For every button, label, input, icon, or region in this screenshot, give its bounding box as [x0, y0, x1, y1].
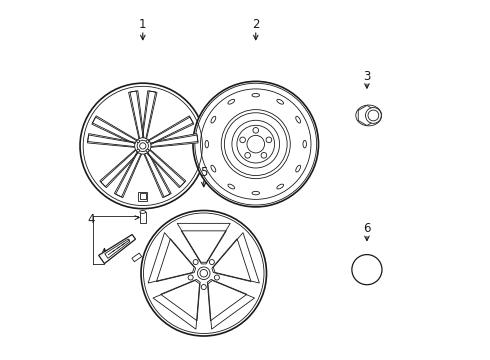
- Polygon shape: [128, 91, 144, 139]
- Polygon shape: [150, 134, 198, 147]
- Circle shape: [135, 138, 151, 154]
- Polygon shape: [98, 234, 136, 264]
- Circle shape: [215, 275, 220, 280]
- Circle shape: [247, 135, 265, 153]
- Ellipse shape: [277, 99, 284, 104]
- Polygon shape: [132, 253, 142, 262]
- Ellipse shape: [296, 165, 300, 172]
- Polygon shape: [114, 152, 142, 198]
- Polygon shape: [100, 149, 139, 188]
- Circle shape: [266, 137, 272, 143]
- Polygon shape: [177, 223, 230, 262]
- Polygon shape: [148, 116, 194, 145]
- Ellipse shape: [211, 116, 216, 123]
- Circle shape: [261, 153, 267, 158]
- Text: 1: 1: [139, 18, 147, 31]
- Ellipse shape: [252, 94, 260, 97]
- Circle shape: [188, 275, 193, 280]
- Text: 4: 4: [88, 213, 95, 226]
- Polygon shape: [142, 91, 157, 139]
- Circle shape: [140, 143, 146, 149]
- Text: 5: 5: [200, 166, 207, 179]
- Circle shape: [141, 211, 267, 336]
- Text: 6: 6: [363, 222, 370, 235]
- Bar: [140, 212, 146, 224]
- Ellipse shape: [228, 99, 235, 104]
- Ellipse shape: [303, 140, 306, 148]
- Circle shape: [193, 260, 198, 265]
- Circle shape: [137, 140, 148, 152]
- Circle shape: [193, 81, 318, 207]
- Circle shape: [245, 153, 250, 158]
- Polygon shape: [213, 233, 259, 283]
- Polygon shape: [358, 105, 376, 126]
- Text: 3: 3: [363, 69, 370, 82]
- Circle shape: [137, 140, 140, 143]
- Bar: [140, 193, 146, 199]
- Circle shape: [352, 255, 382, 285]
- Polygon shape: [144, 152, 171, 198]
- Circle shape: [253, 127, 259, 133]
- Circle shape: [221, 110, 290, 179]
- Circle shape: [200, 270, 208, 277]
- Polygon shape: [208, 280, 254, 329]
- Ellipse shape: [140, 211, 146, 213]
- Circle shape: [197, 267, 210, 279]
- Circle shape: [209, 260, 215, 265]
- Ellipse shape: [277, 184, 284, 189]
- Polygon shape: [147, 149, 186, 188]
- Ellipse shape: [228, 184, 235, 189]
- Bar: [138, 192, 147, 201]
- Text: 2: 2: [252, 18, 260, 31]
- Polygon shape: [92, 116, 137, 145]
- Circle shape: [368, 110, 379, 121]
- Ellipse shape: [252, 192, 260, 195]
- Polygon shape: [87, 134, 136, 147]
- Circle shape: [201, 284, 206, 289]
- Polygon shape: [148, 233, 194, 283]
- Polygon shape: [153, 280, 199, 329]
- Circle shape: [146, 149, 149, 152]
- Circle shape: [366, 108, 381, 123]
- Circle shape: [80, 83, 205, 209]
- Ellipse shape: [296, 116, 300, 123]
- Circle shape: [146, 140, 149, 143]
- Circle shape: [137, 149, 140, 152]
- Ellipse shape: [211, 165, 216, 172]
- Circle shape: [240, 137, 245, 143]
- Ellipse shape: [205, 140, 209, 148]
